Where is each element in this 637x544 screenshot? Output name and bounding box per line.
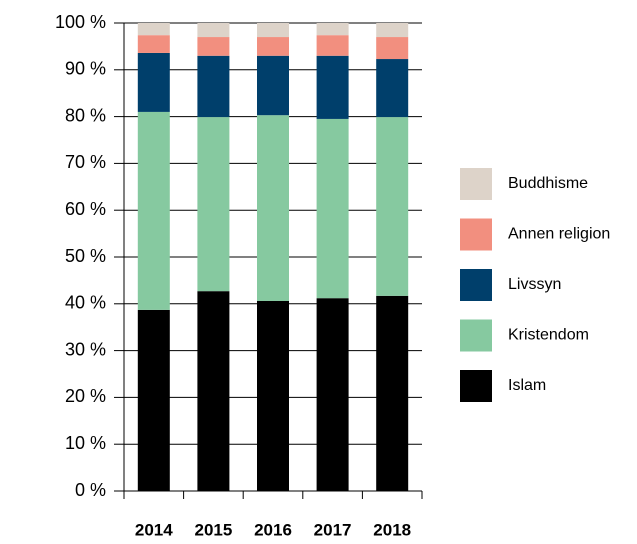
x-tick-label: 2018: [373, 520, 411, 539]
legend-swatch: [460, 370, 492, 402]
bar-segment: [316, 35, 349, 56]
x-tick-label: 2014: [135, 520, 173, 539]
y-tick-label: 40 %: [65, 293, 106, 313]
bar-segment: [257, 55, 289, 116]
bar-segment: [316, 118, 349, 299]
legend-label: Annen religion: [508, 226, 610, 243]
y-tick-label: 0 %: [75, 480, 106, 500]
y-tick-label: 90 %: [65, 59, 106, 79]
y-tick-label: 60 %: [65, 199, 106, 219]
y-tick-label: 100 %: [55, 12, 106, 32]
legend-swatch: [460, 168, 492, 200]
bar-segment: [257, 300, 289, 491]
legend-swatch: [460, 319, 492, 352]
bar-segment: [197, 55, 230, 118]
bar-segment: [316, 23, 349, 36]
bar-segment: [376, 117, 409, 296]
y-tick-label: 10 %: [65, 433, 106, 453]
bar-segment: [137, 52, 170, 112]
bar-segment: [376, 37, 409, 60]
bar-segment: [376, 23, 409, 38]
x-tick-label: 2015: [194, 520, 232, 539]
legend-swatch: [460, 269, 492, 301]
bar-segment: [376, 59, 409, 118]
bar-segment: [197, 37, 230, 56]
bar-segment: [197, 291, 230, 491]
y-tick-label: 30 %: [65, 339, 106, 359]
bar-segment: [197, 23, 230, 38]
bar-segment: [316, 55, 349, 119]
bar-segment: [376, 295, 409, 491]
x-tick-label: 2017: [314, 520, 352, 539]
bar-segment: [257, 23, 289, 38]
y-tick-label: 50 %: [65, 246, 106, 266]
bar-segment: [137, 35, 170, 53]
legend-label: Buddhisme: [508, 175, 588, 192]
bar-segment: [197, 117, 230, 292]
bar-segment: [316, 298, 349, 491]
legend-label: Islam: [508, 377, 546, 394]
bar-segment: [137, 309, 170, 491]
legend-label: Kristendom: [508, 327, 589, 344]
bar-segment: [257, 115, 289, 301]
legend-label: Livssyn: [508, 276, 561, 293]
y-tick-label: 20 %: [65, 386, 106, 406]
x-tick-label: 2016: [254, 520, 292, 539]
bar-segment: [257, 37, 289, 56]
bar-segment: [137, 111, 170, 310]
y-tick-label: 80 %: [65, 105, 106, 125]
legend-swatch: [460, 218, 492, 251]
bar-segment: [137, 23, 170, 36]
y-tick-label: 70 %: [65, 152, 106, 172]
